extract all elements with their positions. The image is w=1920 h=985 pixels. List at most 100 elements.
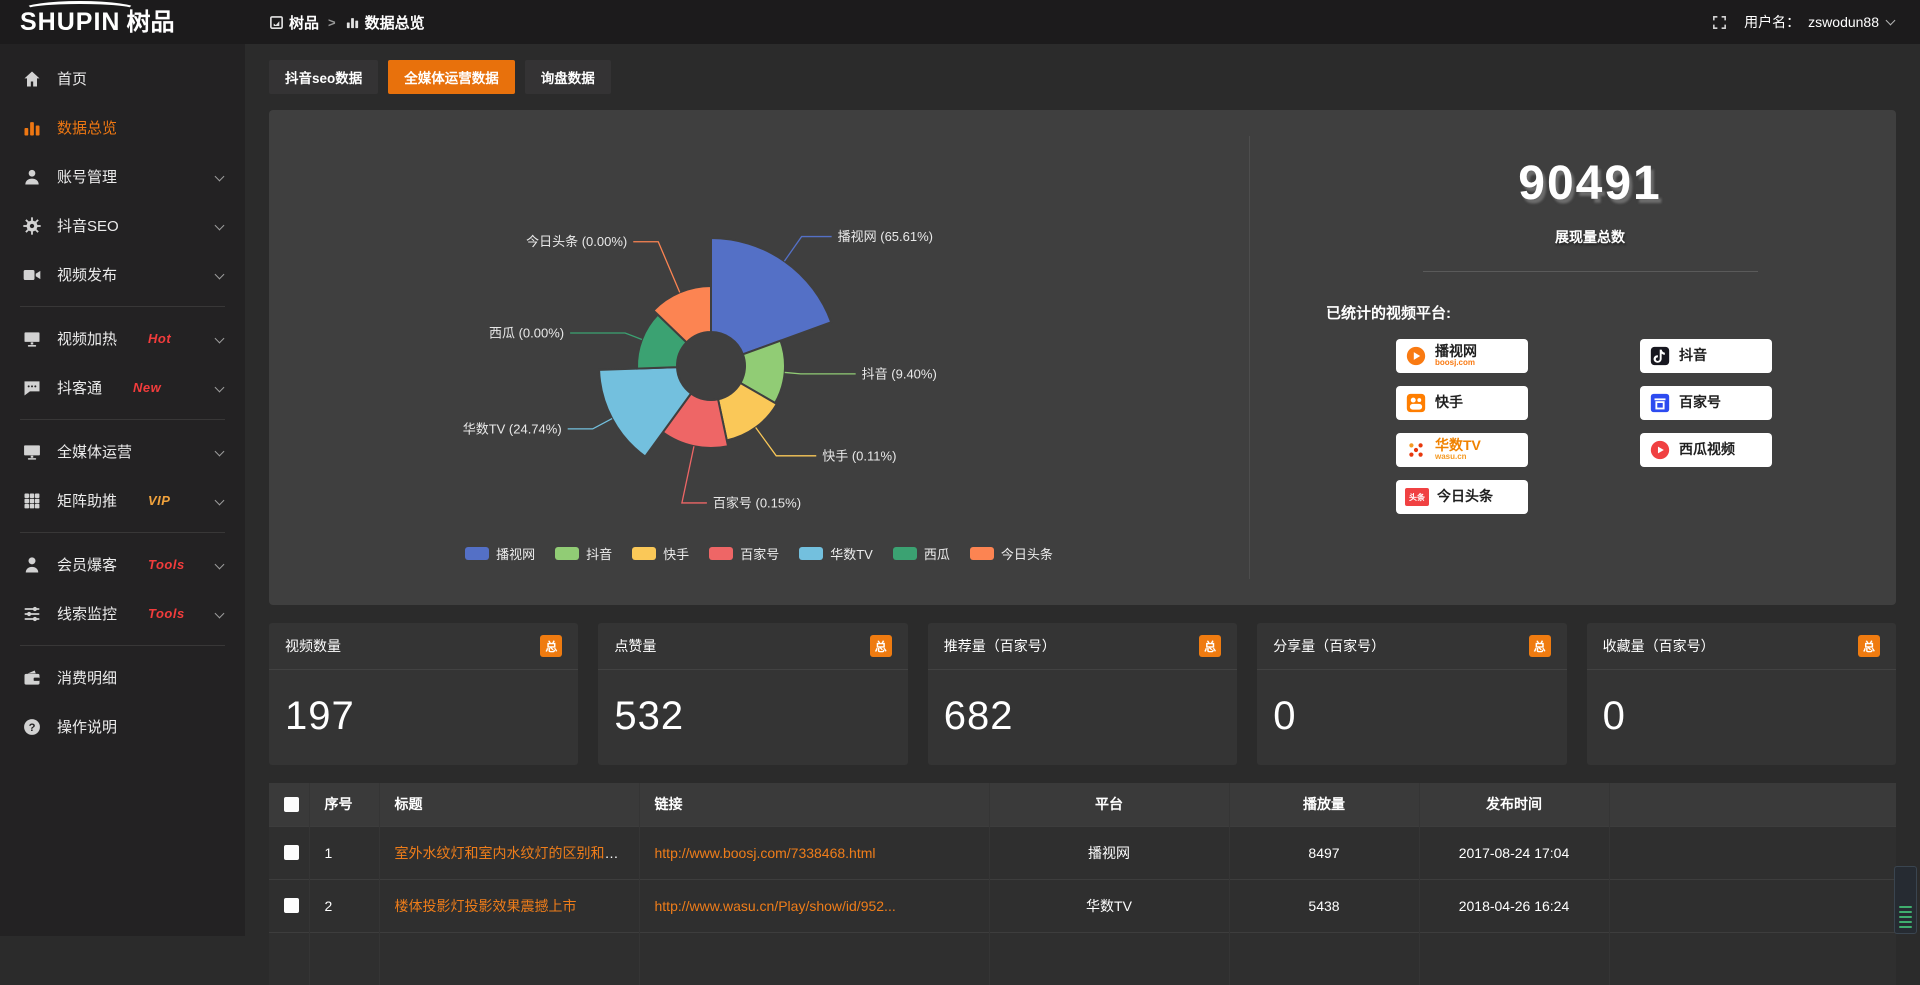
sidebar-item-视频发布[interactable]: 视频发布 bbox=[0, 250, 245, 299]
xigua-logo bbox=[1649, 439, 1671, 461]
legend-百家号[interactable]: 百家号 bbox=[709, 544, 779, 563]
tab-bar: 抖音seo数据全媒体运营数据询盘数据 bbox=[269, 60, 1896, 94]
sidebar-item-操作说明[interactable]: ? 操作说明 bbox=[0, 702, 245, 751]
legend-抖音[interactable]: 抖音 bbox=[555, 544, 612, 563]
row-checkbox[interactable] bbox=[284, 845, 299, 860]
help-icon: ? bbox=[22, 717, 42, 737]
legend-swatch bbox=[555, 547, 579, 560]
pie-label-line bbox=[682, 446, 707, 503]
column-header-序号: 序号 bbox=[309, 783, 379, 826]
tab-全媒体运营数据[interactable]: 全媒体运营数据 bbox=[388, 60, 515, 94]
sidebar-item-账号管理[interactable]: 账号管理 bbox=[0, 152, 245, 201]
platform-name: 西瓜视频 bbox=[1679, 442, 1735, 457]
svg-text:?: ? bbox=[29, 722, 36, 734]
platform-pie-chart: 播视网 (65.61%)抖音 (9.40%)快手 (0.11%)百家号 (0.1… bbox=[269, 110, 1249, 605]
sidebar-item-label: 线索监控 bbox=[57, 603, 117, 624]
sidebar-item-badge: New bbox=[133, 380, 161, 395]
app-window-icon bbox=[269, 15, 284, 30]
chevron-down-icon bbox=[215, 172, 225, 182]
cell-empty bbox=[1609, 826, 1896, 879]
sidebar-item-全媒体运营[interactable]: 全媒体运营 bbox=[0, 427, 245, 476]
pie-label: 播视网 (65.61%) bbox=[838, 229, 933, 244]
sidebar-item-首页[interactable]: 首页 bbox=[0, 54, 245, 103]
legend-swatch bbox=[799, 547, 823, 560]
sidebar-divider bbox=[20, 306, 225, 307]
sidebar-item-数据总览[interactable]: 数据总览 bbox=[0, 103, 245, 152]
row-checkbox[interactable] bbox=[284, 898, 299, 913]
video-url-link[interactable]: http://www.boosj.com/7338468.html bbox=[655, 845, 876, 861]
sliders-icon bbox=[22, 604, 42, 624]
sidebar-item-抖客通[interactable]: 抖客通 New bbox=[0, 363, 245, 412]
douyin-logo bbox=[1649, 345, 1671, 367]
pie-slice-华数TV[interactable] bbox=[599, 367, 691, 456]
video-url-link[interactable]: http://www.wasu.cn/Play/show/id/952... bbox=[655, 898, 896, 914]
pie-label-line bbox=[785, 372, 856, 373]
legend-今日头条[interactable]: 今日头条 bbox=[970, 544, 1053, 563]
cell-index: 1 bbox=[309, 826, 379, 879]
fullscreen-icon[interactable] bbox=[1711, 14, 1728, 31]
tab-抖音seo数据[interactable]: 抖音seo数据 bbox=[269, 60, 378, 94]
total-impressions-label: 展现量总数 bbox=[1320, 227, 1860, 247]
legend-快手[interactable]: 快手 bbox=[632, 544, 689, 563]
monitor-icon bbox=[22, 442, 42, 462]
cell-published: 2017-08-24 17:04 bbox=[1419, 826, 1609, 879]
platform-badge-今日头条: 头条今日头条 bbox=[1396, 480, 1528, 514]
select-all-checkbox[interactable] bbox=[284, 797, 299, 812]
video-title-link[interactable]: 室外水纹灯和室内水纹灯的区别和简介 bbox=[395, 845, 633, 861]
column-header-标题: 标题 bbox=[379, 783, 639, 826]
legend-label: 今日头条 bbox=[1001, 544, 1053, 563]
platform-name: 抖音 bbox=[1679, 348, 1707, 363]
cell-views: 5438 bbox=[1229, 879, 1419, 932]
stat-card-value: 0 bbox=[1587, 670, 1896, 739]
cell-platform: 华数TV bbox=[989, 879, 1229, 932]
legend-华数TV[interactable]: 华数TV bbox=[799, 544, 873, 563]
breadcrumb-home[interactable]: 树品 bbox=[269, 12, 319, 33]
pie-slice-播视网[interactable] bbox=[711, 238, 831, 354]
legend-swatch bbox=[970, 547, 994, 560]
sidebar-item-label: 操作说明 bbox=[57, 716, 117, 737]
sidebar-item-label: 抖客通 bbox=[57, 377, 102, 398]
legend-label: 播视网 bbox=[496, 544, 535, 563]
sidebar-item-消费明细[interactable]: 消费明细 bbox=[0, 653, 245, 702]
widget-stripe bbox=[1899, 926, 1912, 929]
legend-西瓜[interactable]: 西瓜 bbox=[893, 544, 950, 563]
wallet-icon bbox=[22, 668, 42, 688]
sidebar-divider bbox=[20, 532, 225, 533]
boosj-logo bbox=[1405, 345, 1427, 367]
top-header: SHUPIN 树品 树品 > 数据总览 用户名： zswodun88 bbox=[0, 0, 1920, 44]
baijiahao-logo bbox=[1649, 392, 1671, 414]
gear-icon bbox=[22, 216, 42, 236]
sidebar-item-抖音SEO[interactable]: 抖音SEO bbox=[0, 201, 245, 250]
stat-card-label: 分享量（百家号） bbox=[1273, 636, 1385, 656]
platform-subtext: boosj.com bbox=[1435, 359, 1477, 368]
user-name: zswodun88 bbox=[1808, 14, 1879, 30]
legend-播视网[interactable]: 播视网 bbox=[465, 544, 535, 563]
sidebar-item-badge: Tools bbox=[148, 557, 185, 572]
pie-label-line bbox=[756, 427, 817, 455]
platforms-title: 已统计的视频平台: bbox=[1326, 302, 1860, 323]
sidebar-item-label: 首页 bbox=[57, 68, 87, 89]
pie-label-line bbox=[568, 419, 612, 429]
breadcrumb-current[interactable]: 数据总览 bbox=[345, 12, 425, 33]
tab-询盘数据[interactable]: 询盘数据 bbox=[525, 60, 611, 94]
cell-empty bbox=[1609, 879, 1896, 932]
pie-label-line bbox=[633, 242, 679, 293]
sidebar-item-label: 账号管理 bbox=[57, 166, 117, 187]
pie-label: 抖音 (9.40%) bbox=[862, 366, 937, 381]
user-dropdown[interactable]: 用户名： zswodun88 bbox=[1744, 12, 1894, 32]
column-header-发布时间: 发布时间 bbox=[1419, 783, 1609, 826]
video-title-link[interactable]: 楼体投影灯投影效果震撼上市 bbox=[395, 898, 577, 914]
floating-widget[interactable] bbox=[1894, 866, 1917, 934]
